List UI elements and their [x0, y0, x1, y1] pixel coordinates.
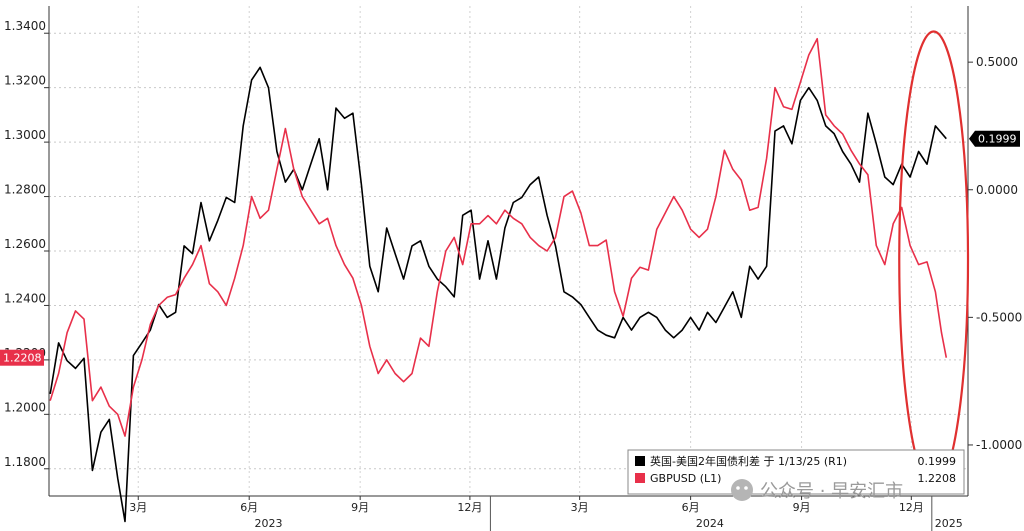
month-label: 9月 [351, 501, 369, 514]
spread-value-tag-bg [969, 130, 1020, 147]
annotation-layer [898, 30, 970, 490]
value-tags: 1.2208 0.1999 [0, 130, 1020, 366]
legend-swatch [635, 473, 645, 483]
year-label: 2025 [935, 517, 963, 530]
left-tick-label: 1.2400 [4, 291, 46, 305]
wechat-icon-eye-right [744, 486, 748, 490]
left-tick-label: 1.1800 [4, 455, 46, 469]
month-label: 12月 [899, 501, 924, 514]
highlight-ellipse [898, 30, 970, 490]
x-axis: 3月 6月 9月 12月 3月 6月 9月 12月 2023 2024 2025 [49, 495, 968, 531]
year-label: 2024 [696, 517, 724, 530]
left-tick-label: 1.3000 [4, 128, 46, 142]
wechat-icon-eye-left [736, 486, 740, 490]
month-label: 6月 [682, 501, 700, 514]
gbpusd-value-tag: 1.2208 [3, 352, 42, 365]
legend-value: 0.1999 [918, 455, 957, 468]
left-tick-label: 1.2600 [4, 237, 46, 251]
year-label: 2023 [254, 517, 282, 530]
legend: 英国-美国2年国债利差 于 1/13/25 (R1) 0.1999 GBPUSD (… [627, 449, 965, 495]
left-tick-label: 1.2000 [4, 400, 46, 414]
legend-box [627, 449, 965, 495]
right-tick-label: -0.5000 [976, 310, 1022, 324]
right-tick-label: -1.0000 [976, 438, 1022, 452]
left-tick-label: 1.3400 [4, 19, 46, 33]
month-label: 6月 [240, 501, 258, 514]
left-axis: 1.18001.20001.22001.24001.26001.28001.30… [4, 6, 50, 496]
month-label: 12月 [457, 501, 482, 514]
right-tick-label: 0.0000 [976, 183, 1018, 197]
spread-value-tag: 0.1999 [978, 133, 1017, 146]
wechat-icon [731, 479, 753, 501]
legend-value: 1.2208 [918, 472, 957, 485]
month-label: 3月 [571, 501, 589, 514]
watermark: 公众号 · 早安汇市 [731, 479, 903, 502]
watermark-text: 公众号 · 早安汇市 [760, 481, 903, 502]
legend-swatch [635, 456, 645, 466]
month-label: 3月 [129, 501, 147, 514]
left-tick-label: 1.3200 [4, 74, 46, 88]
series-line-spread [49, 66, 947, 523]
right-axis: 0.5000 0.0000 -0.5000 -1.0000 [967, 6, 1022, 496]
series-line-gbpusd [49, 37, 948, 437]
right-tick-label: 0.5000 [976, 55, 1018, 69]
gbpusd-value-tag-bg [0, 349, 44, 366]
grid-lines [49, 6, 968, 496]
month-label: 9月 [793, 501, 811, 514]
left-tick-label: 1.2800 [4, 183, 46, 197]
legend-label: 英国-美国2年国债利差 于 1/13/25 (R1) [650, 454, 847, 468]
legend-label: GBPUSD (L1) [650, 472, 721, 485]
series-layer [49, 37, 948, 523]
